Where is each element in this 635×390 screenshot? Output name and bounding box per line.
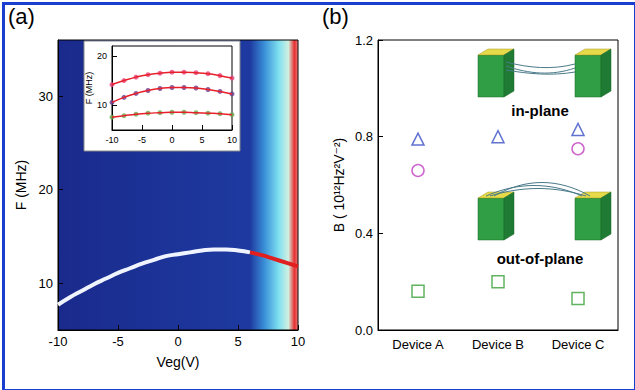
svg-text:0.8: 0.8 xyxy=(355,129,373,144)
svg-text:5: 5 xyxy=(199,135,204,145)
svg-text:-5: -5 xyxy=(112,334,124,349)
svg-text:0.4: 0.4 xyxy=(355,226,373,241)
svg-text:10: 10 xyxy=(39,276,53,291)
svg-text:out-of-plane: out-of-plane xyxy=(497,250,584,267)
svg-text:Device B: Device B xyxy=(472,337,524,352)
svg-text:B ( 10¹²Hz²V⁻²): B ( 10¹²Hz²V⁻²) xyxy=(331,138,347,233)
svg-text:20: 20 xyxy=(97,51,107,61)
svg-text:-10: -10 xyxy=(49,334,68,349)
svg-text:in-plane: in-plane xyxy=(511,102,569,119)
svg-text:10: 10 xyxy=(291,334,305,349)
svg-text:20: 20 xyxy=(39,182,53,197)
svg-text:Device C: Device C xyxy=(552,337,605,352)
svg-text:10: 10 xyxy=(227,135,237,145)
svg-text:5: 5 xyxy=(234,334,241,349)
svg-text:10: 10 xyxy=(97,100,107,110)
svg-text:30: 30 xyxy=(39,89,53,104)
svg-text:F (MHz): F (MHz) xyxy=(13,160,29,211)
svg-text:(b): (b) xyxy=(322,4,349,29)
svg-text:Veg(V): Veg(V) xyxy=(157,354,200,370)
svg-text:-10: -10 xyxy=(105,135,118,145)
svg-text:0: 0 xyxy=(169,135,174,145)
svg-text:Device A: Device A xyxy=(392,337,444,352)
svg-text:1.2: 1.2 xyxy=(355,33,373,48)
svg-text:F (MHz): F (MHz) xyxy=(84,72,94,105)
svg-text:0: 0 xyxy=(174,334,181,349)
svg-text:(a): (a) xyxy=(8,4,35,29)
svg-text:-5: -5 xyxy=(138,135,146,145)
svg-text:0.0: 0.0 xyxy=(355,323,373,338)
